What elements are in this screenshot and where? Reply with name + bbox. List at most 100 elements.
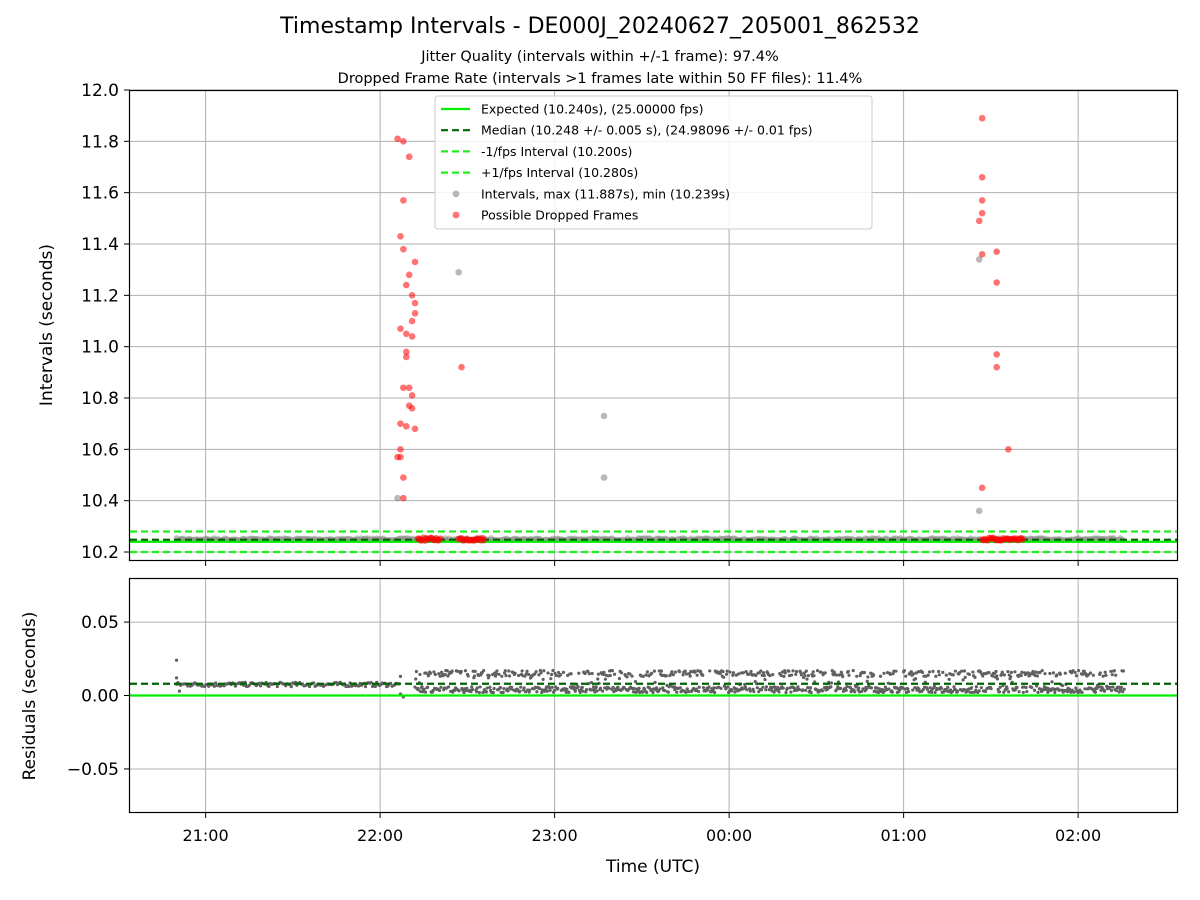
- residual-point: [927, 670, 932, 674]
- residual-point: [641, 674, 645, 679]
- residual-point: [1031, 669, 1035, 674]
- residual-point: [528, 688, 532, 692]
- residual-point: [569, 672, 573, 676]
- residual-point: [678, 686, 682, 690]
- dropped-frame-point: [397, 446, 404, 453]
- top-plot-frame: [128, 89, 1179, 562]
- residual-point: [745, 688, 749, 692]
- residual-point: [1053, 690, 1057, 695]
- residual-point: [725, 669, 729, 673]
- residual-point: [731, 671, 736, 675]
- residual-point: [994, 669, 998, 674]
- residual-point: [1007, 690, 1011, 694]
- jitter-quality-subtitle: Jitter Quality (intervals within +/-1 fr…: [421, 49, 779, 65]
- residual-point: [724, 672, 729, 676]
- residual-point: [796, 685, 800, 689]
- residual-point: [645, 670, 650, 674]
- dropped-frame-point: [408, 404, 416, 412]
- dropped-frame-point: [408, 292, 416, 299]
- residual-point: [1081, 672, 1085, 676]
- residual-point: [761, 685, 765, 689]
- residual-point: [785, 686, 790, 690]
- residual-point: [462, 690, 466, 695]
- dropped-frame-point: [411, 310, 419, 317]
- interval-point: [600, 474, 608, 481]
- residual-point: [594, 685, 598, 689]
- residual-point: [526, 672, 531, 676]
- residual-point: [420, 685, 424, 689]
- residual-point: [561, 670, 566, 674]
- residual-point: [1005, 686, 1009, 691]
- residual-point: [962, 687, 966, 692]
- residual-point: [701, 685, 706, 690]
- residual-point: [466, 674, 470, 678]
- residual-point: [944, 673, 948, 677]
- residual-point: [887, 687, 891, 691]
- residual-point: [913, 677, 918, 681]
- legend: Expected (10.240s), (25.00000 fps) Median…: [434, 95, 873, 230]
- residual-point: [743, 682, 747, 686]
- residual-point: [712, 686, 716, 690]
- residual-point: [1038, 670, 1042, 674]
- residual-point: [548, 688, 552, 692]
- residual-point: [1102, 689, 1107, 693]
- dropped-frame-point: [394, 135, 401, 143]
- interval-point: [600, 412, 608, 420]
- residual-point: [974, 685, 979, 689]
- residual-point: [522, 686, 526, 690]
- residual-point: [1093, 690, 1098, 694]
- x-tick-label: 00:00: [706, 826, 752, 845]
- residual-point: [666, 690, 671, 694]
- residual-point: [671, 673, 675, 677]
- residual-point: [801, 688, 805, 692]
- residual-point: [1088, 671, 1093, 675]
- residual-point: [697, 685, 701, 689]
- residual-point: [747, 672, 751, 676]
- residual-point: [839, 686, 843, 690]
- residual-point: [432, 670, 436, 674]
- residual-point: [696, 689, 701, 694]
- dropped-frame-point: [411, 299, 419, 307]
- residual-point: [744, 669, 748, 674]
- residual-point: [663, 689, 667, 693]
- residual-point: [1083, 687, 1087, 691]
- residual-point: [891, 672, 895, 676]
- residual-point: [581, 689, 585, 693]
- residual-point: [806, 686, 810, 690]
- residual-point: [987, 670, 991, 675]
- residual-point: [920, 670, 925, 674]
- residual-point: [861, 687, 865, 691]
- residual-point: [653, 680, 657, 685]
- residual-point: [829, 681, 834, 685]
- residual-point: [267, 684, 271, 689]
- top-plot-content: [130, 114, 1177, 554]
- residual-point: [644, 673, 648, 677]
- residual-point: [722, 675, 726, 679]
- residual-point: [768, 673, 772, 678]
- residual-point: [971, 670, 975, 674]
- legend-dot-swatch: [452, 211, 460, 219]
- residual-point: [625, 675, 629, 679]
- residual-point: [500, 674, 504, 678]
- residual-point: [1048, 671, 1052, 676]
- dropped-frame-point: [400, 474, 407, 481]
- dropped-frame-point: [993, 248, 1000, 256]
- legend-box: [434, 95, 873, 230]
- residual-point: [628, 672, 632, 676]
- residual-point: [438, 674, 442, 678]
- residual-point: [664, 674, 668, 678]
- dropped-frame-point: [978, 250, 986, 258]
- residual-point: [989, 687, 993, 691]
- residual-point: [212, 684, 216, 688]
- residual-point: [1020, 670, 1024, 674]
- residual-point: [640, 690, 645, 694]
- dropped-frame-point: [397, 233, 404, 240]
- residual-point: [556, 670, 561, 675]
- residual-point: [610, 668, 615, 673]
- residual-point: [423, 690, 428, 694]
- residual-point: [730, 688, 734, 692]
- residual-point: [587, 672, 591, 676]
- residual-point: [961, 678, 965, 682]
- residual-point: [207, 684, 211, 688]
- residual-point: [762, 673, 766, 678]
